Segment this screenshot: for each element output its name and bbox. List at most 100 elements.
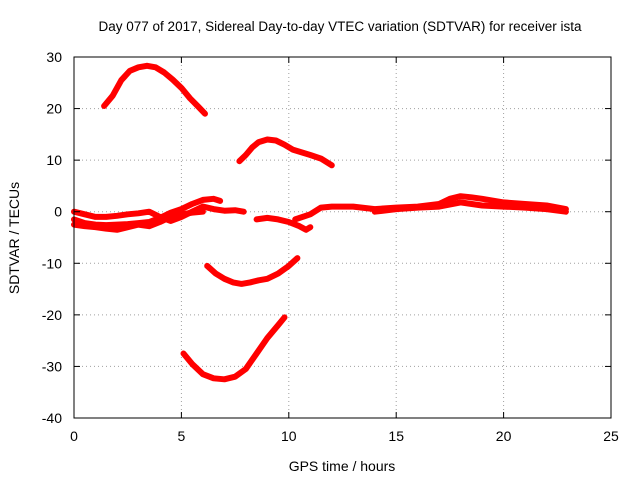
plot-frame <box>73 56 612 419</box>
y-axis-label: SDTVAR / TECUs <box>6 182 22 294</box>
data-point <box>243 152 249 158</box>
y-tick-label: -30 <box>42 358 62 374</box>
data-point <box>196 104 202 110</box>
data-point <box>135 222 141 228</box>
data-point <box>211 206 217 212</box>
data-point <box>318 156 324 162</box>
data-point <box>544 206 550 212</box>
x-axis-label: GPS time / hours <box>289 458 396 474</box>
data-point <box>264 137 270 142</box>
data-point <box>522 205 528 211</box>
data-point <box>256 277 262 283</box>
data-point <box>501 204 507 210</box>
x-tick-label: 15 <box>388 428 404 444</box>
data-point <box>307 211 313 217</box>
data-point <box>236 158 242 164</box>
data-point <box>189 201 195 207</box>
data-point <box>292 216 298 222</box>
data-point <box>125 211 131 217</box>
data-point <box>307 152 313 158</box>
data-point <box>146 209 152 215</box>
data-point <box>458 193 464 199</box>
data-point <box>114 213 120 219</box>
data-point <box>282 142 287 148</box>
data-point <box>189 361 195 367</box>
data-point <box>318 205 324 211</box>
data-point <box>211 375 217 381</box>
data-point <box>393 206 399 212</box>
data-point <box>200 204 206 210</box>
data-point <box>239 281 244 287</box>
data-point <box>286 263 292 269</box>
data-point <box>286 219 292 225</box>
data-point <box>135 210 141 216</box>
y-tick-label: 0 <box>54 204 62 220</box>
data-point <box>110 93 116 99</box>
y-tick-label: 10 <box>46 152 62 168</box>
data-point <box>249 144 255 150</box>
data-point <box>436 204 442 210</box>
data-point <box>82 211 88 217</box>
data-point <box>221 276 227 282</box>
x-tick-label: 0 <box>70 428 78 444</box>
data-point <box>273 138 279 143</box>
y-tick-label: -10 <box>42 255 62 271</box>
data-point <box>200 371 206 377</box>
data-point <box>146 223 152 229</box>
y-tick-label: -20 <box>42 307 62 323</box>
data-point <box>93 214 98 220</box>
data-point <box>114 227 120 233</box>
data-point <box>264 335 270 341</box>
y-tick-label: 20 <box>46 101 62 117</box>
x-tick-label: 10 <box>281 428 297 444</box>
data-point <box>221 208 227 214</box>
data-point <box>178 211 184 217</box>
data-point <box>170 77 176 83</box>
data-point <box>187 95 193 101</box>
data-point <box>153 64 159 70</box>
data-point <box>458 199 464 205</box>
data-point <box>230 279 236 285</box>
x-tick-label: 5 <box>178 428 186 444</box>
data-point <box>157 219 163 225</box>
data-point <box>563 209 569 215</box>
data-point <box>275 271 281 277</box>
x-tick-label: 25 <box>603 428 619 444</box>
data-point <box>200 197 206 203</box>
series-line-arc-negative-13 <box>204 255 301 287</box>
data-point <box>125 224 131 230</box>
data-point <box>479 203 485 208</box>
data-point <box>468 194 474 200</box>
y-tick-label: 30 <box>46 49 62 65</box>
data-point <box>204 263 210 269</box>
data-point <box>241 209 247 215</box>
series-line-arc-positive-28 <box>101 62 208 117</box>
data-point <box>144 63 150 69</box>
data-point <box>93 224 98 230</box>
data-point <box>329 162 335 168</box>
data-point <box>232 374 238 380</box>
data-point <box>275 216 281 222</box>
data-point <box>297 223 302 229</box>
data-point <box>82 223 88 229</box>
data-point <box>200 209 206 215</box>
data-point <box>178 85 184 91</box>
data-point <box>178 206 184 212</box>
data-point <box>202 111 208 117</box>
data-point <box>168 214 174 220</box>
series-layer <box>71 62 569 383</box>
chart-title: Day 077 of 2017, Sidereal Day-to-day VTE… <box>99 19 582 34</box>
data-point <box>415 205 421 211</box>
data-point <box>161 70 167 75</box>
data-point <box>232 207 238 213</box>
data-point <box>329 204 335 210</box>
data-point <box>264 215 270 221</box>
data-point <box>447 196 453 202</box>
data-point <box>299 149 305 155</box>
data-point <box>282 314 287 320</box>
data-point <box>247 279 253 285</box>
data-point <box>264 276 270 282</box>
data-point <box>217 198 223 204</box>
